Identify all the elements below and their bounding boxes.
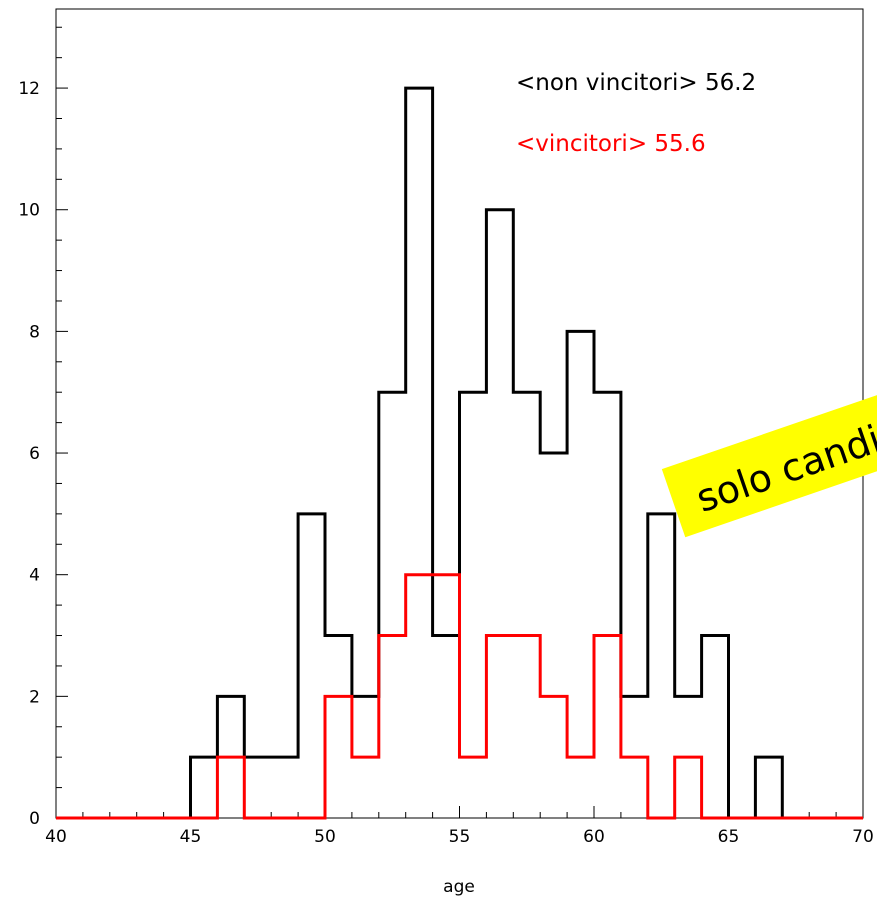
y-tick-label: 12 (18, 79, 40, 99)
y-tick-label: 4 (29, 566, 40, 586)
x-tick-label: 70 (852, 827, 874, 847)
y-tick-label: 0 (29, 809, 40, 829)
y-tick-label: 10 (18, 201, 40, 221)
series-0-histogram-line (56, 86, 863, 820)
axis-ticks (55, 26, 864, 819)
series-layer (56, 86, 863, 820)
x-tick-label: 60 (583, 827, 605, 847)
x-axis-label: age (443, 877, 475, 897)
sticky-note-background (661, 392, 877, 538)
annotation-vincitori: <vincitori> 55.6 (516, 131, 706, 157)
x-tick-label: 55 (449, 827, 471, 847)
y-tick-label: 2 (29, 687, 40, 707)
sticky-note: solo candi (661, 392, 877, 538)
axis-labels: 40 45 50 55 60 65 70 0 2 4 6 8 10 12 (18, 79, 873, 847)
x-tick-label: 45 (180, 827, 202, 847)
x-tick-label: 50 (314, 827, 336, 847)
x-tick-label: 65 (718, 827, 740, 847)
x-tick-label: 40 (45, 827, 67, 847)
y-tick-label: 6 (29, 444, 40, 464)
series-1-histogram-line (56, 573, 863, 820)
annotation-non-vincitori: <non vincitori> 56.2 (516, 70, 756, 96)
y-tick-label: 8 (29, 322, 40, 342)
